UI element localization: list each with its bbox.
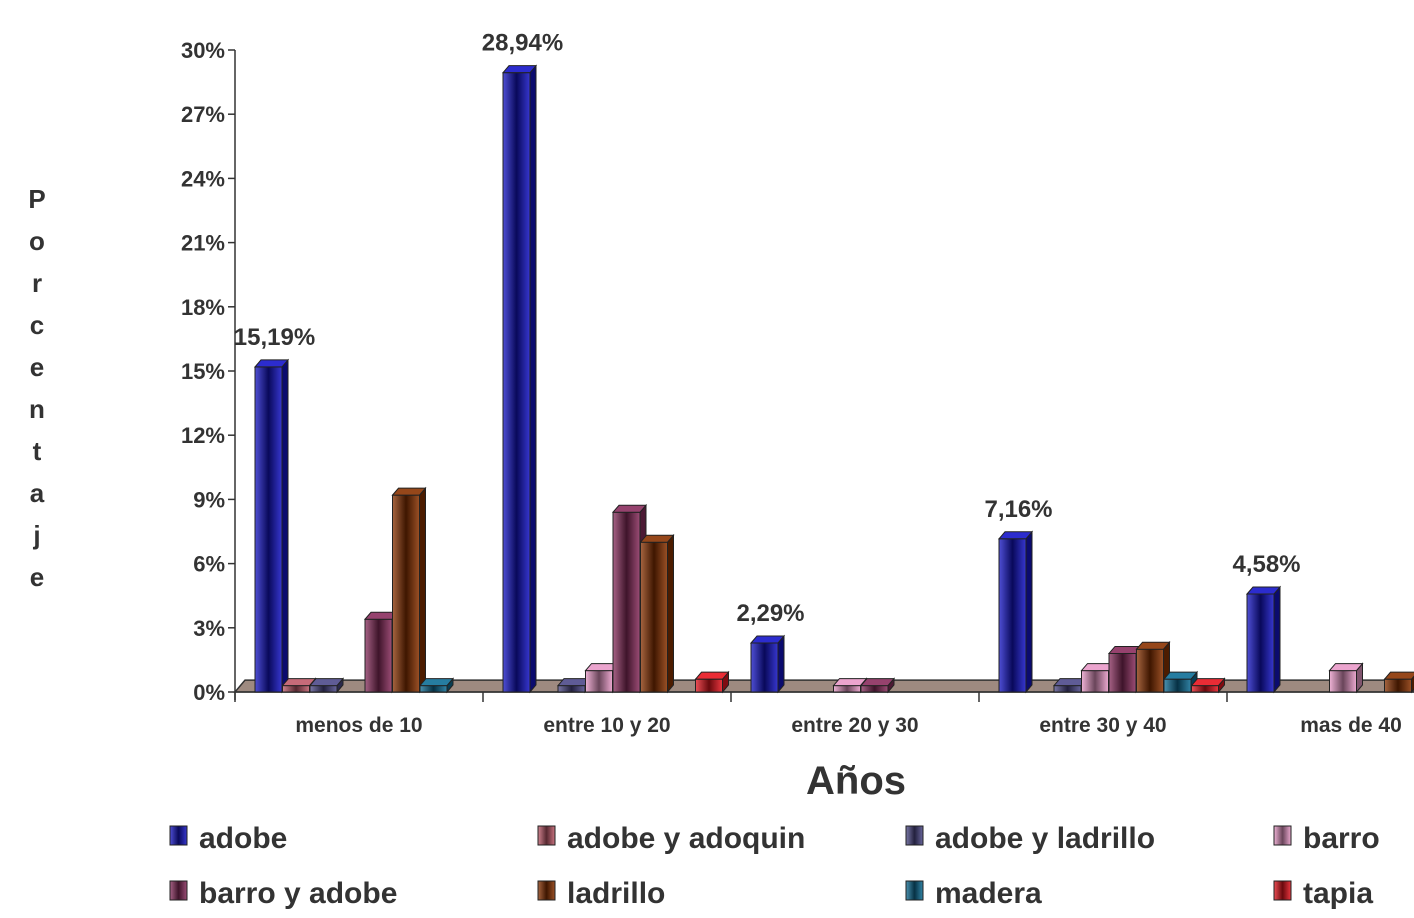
bar-barro-y-adobe [859,677,896,694]
legend-item: barro y adobe [169,877,397,910]
y-title-char: t [33,436,42,466]
bar-adobe [997,530,1034,694]
legend-swatch [905,825,924,846]
y-tick-label: 18% [181,295,225,320]
x-axis-title: Años [806,759,906,803]
x-axis-categories: menos de 10 entre 10 y 20 entre 20 y 30 ent… [295,714,1401,737]
y-tick-label: 15% [181,359,225,384]
bar-adobe [749,634,786,694]
bars [253,64,1414,694]
y-title-char: e [30,562,44,592]
legend-label: barro [1303,822,1380,855]
y-tick-label: 0% [193,680,225,705]
data-label: 28,94% [482,30,563,57]
bar-tapia [694,670,730,694]
legend-label: madera [935,877,1042,910]
y-axis: 0% 3% 6% 9% 12% 15% 18% 21% 24% 27% 30% [181,38,1414,705]
legend-swatch [537,880,556,901]
x-category-label: entre 30 y 40 [1039,714,1166,737]
y-title-char: o [29,226,45,256]
x-category-label: entre 20 y 30 [791,714,918,737]
y-tick-label: 24% [181,166,225,191]
bar-tapia [1190,677,1226,694]
y-title-char: P [28,184,45,214]
bar-barro [1328,662,1364,694]
bar-ladrillo [391,486,427,694]
y-title-char: n [29,394,45,424]
legend-item: adobe y ladrillo [905,822,1155,855]
y-title-char: a [30,478,45,508]
legend-item: adobe y adoquin [537,822,805,855]
y-tick-label: 30% [181,38,225,63]
bar-adobe [253,358,290,694]
y-tick-label: 3% [193,616,225,641]
y-tick-label: 6% [193,552,225,577]
legend-label: tapia [1303,877,1373,910]
legend-item: barro [1273,822,1380,855]
legend: adobe adobe y adoquin adobe y ladrillo barr… [169,822,1380,910]
y-title-char: e [30,352,44,382]
data-label: 4,58% [1232,551,1300,578]
y-title-char: j [32,520,40,550]
bar-adobe [1245,585,1282,694]
bar-adobe-y-ladrillo [308,677,345,694]
x-category-label: menos de 10 [295,714,422,737]
legend-label: adobe y adoquin [567,822,805,855]
legend-item: tapia [1273,877,1373,910]
legend-item: adobe [169,822,287,855]
y-tick-label: 27% [181,102,225,127]
legend-swatch [537,825,556,846]
y-title-char: r [32,268,42,298]
bar-ladrillo [639,533,675,694]
legend-label: ladrillo [567,877,665,910]
legend-label: adobe y ladrillo [935,822,1155,855]
data-label: 2,29% [736,600,804,627]
bar-adobe [501,64,538,694]
y-title-char: c [30,310,44,340]
y-tick-label: 9% [193,487,225,512]
legend-swatch [169,825,188,846]
legend-swatch [1273,825,1292,846]
data-label: 15,19% [234,324,315,351]
data-labels: 15,19% 28,94% 2,29% 7,16% 4,58% [234,30,1301,627]
legend-swatch [169,880,188,901]
y-tick-label: 21% [181,231,225,256]
y-tick-label: 12% [181,423,225,448]
legend-label: barro y adobe [199,877,397,910]
legend-item: ladrillo [537,877,665,910]
legend-label: adobe [199,822,287,855]
data-label: 7,16% [984,496,1052,523]
legend-swatch [905,880,924,901]
x-category-label: entre 10 y 20 [543,714,670,737]
legend-swatch [1273,880,1292,901]
legend-item: madera [905,877,1042,910]
bar-ladrillo [1383,671,1414,694]
bar-madera [418,677,455,694]
x-category-label: mas de 40 [1300,714,1402,737]
